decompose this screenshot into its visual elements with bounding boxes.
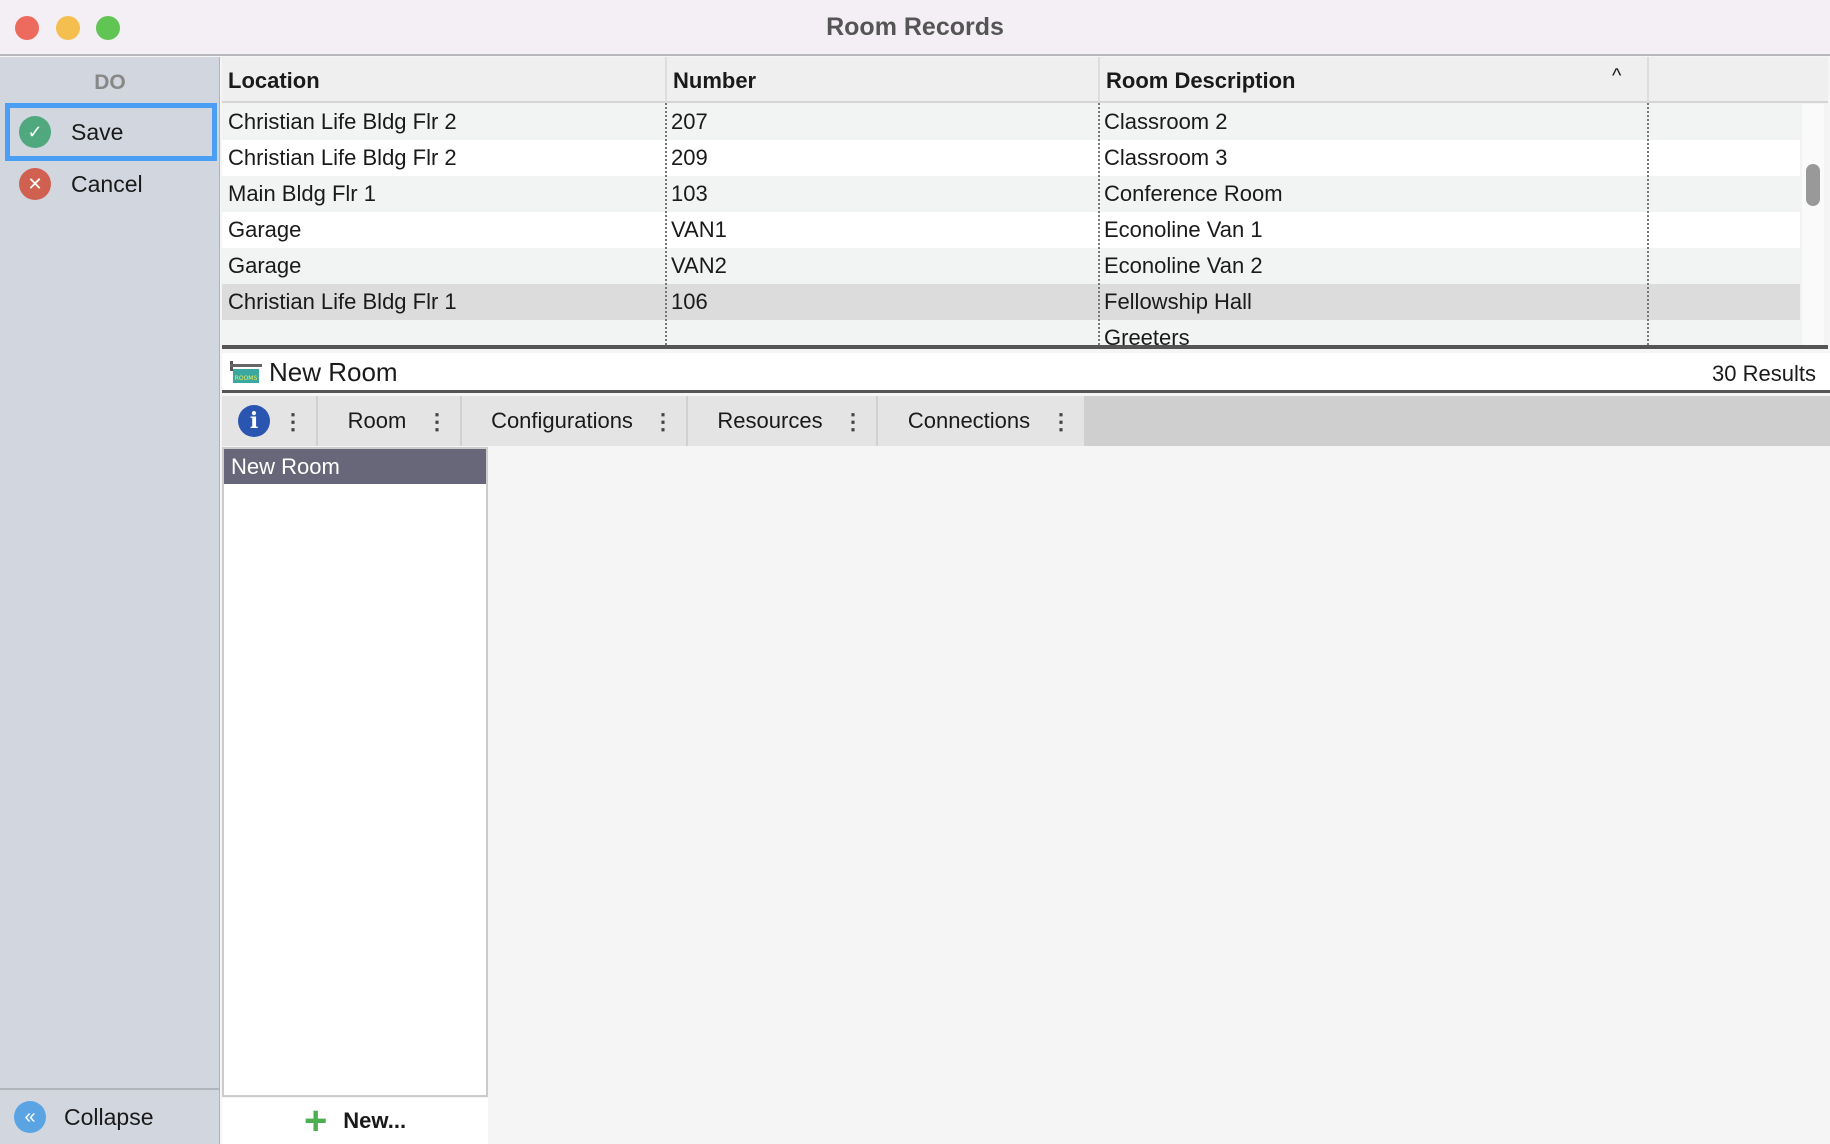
record-title-bar: ROOMS New Room 30 Results [222, 353, 1830, 393]
column-header-room-description[interactable]: Room Description [1098, 57, 1647, 103]
tab-label: Configurations [491, 408, 633, 433]
table-cell: Christian Life Bldg Flr 2 [228, 109, 457, 134]
cancel-label: Cancel [71, 170, 143, 197]
table-cell: Garage [228, 253, 302, 278]
tab-resources[interactable]: Resources ⋮ [688, 396, 878, 446]
double-chevron-left-icon: « [14, 1101, 46, 1133]
kebab-menu-icon[interactable]: ⋮ [842, 409, 864, 434]
records-table: Location Number Room Description ^ Chris… [222, 57, 1828, 349]
table-cell: 207 [671, 109, 708, 134]
table-row[interactable]: Christian Life Bldg Flr 2 207 Classroom 2 [222, 104, 1800, 140]
table-cell [222, 320, 228, 345]
kebab-menu-icon[interactable]: ⋮ [282, 409, 304, 434]
kebab-menu-icon[interactable]: ⋮ [1050, 409, 1072, 434]
table-cell: VAN1 [671, 217, 727, 242]
table-cell: Christian Life Bldg Flr 2 [228, 145, 457, 170]
column-header-number[interactable]: Number [665, 57, 1098, 103]
plus-icon: + [303, 1099, 328, 1143]
tab-connections[interactable]: Connections ⋮ [878, 396, 1084, 446]
table-row[interactable]: Christian Life Bldg Flr 1 106 Fellowship H… [222, 284, 1800, 320]
table-cell: 209 [671, 145, 708, 170]
column-header-location[interactable]: Location [228, 68, 320, 93]
table-cell: Greeters [1104, 325, 1190, 349]
save-button[interactable]: ✓ Save [5, 103, 217, 161]
cancel-button[interactable]: ✕ Cancel [5, 155, 217, 213]
table-cell: Classroom 2 [1104, 109, 1228, 134]
table-cell: 106 [671, 289, 708, 314]
table-cell: Fellowship Hall [1104, 289, 1252, 314]
collapse-label: Collapse [64, 1103, 154, 1130]
info-icon: i [238, 405, 270, 437]
table-row[interactable]: Garage VAN2 Econoline Van 2 [222, 248, 1800, 284]
window-title: Room Records [826, 13, 1004, 41]
table-cell: VAN2 [671, 253, 727, 278]
sidebar: DO ✓ Save ✕ Cancel « Collapse [0, 57, 220, 1144]
sidebar-section-label: DO [94, 71, 126, 94]
record-list: New Room [222, 447, 488, 1097]
table-cell: 103 [671, 181, 708, 206]
table-cell: Econoline Van 2 [1104, 253, 1263, 278]
table-cell: Christian Life Bldg Flr 1 [228, 289, 457, 314]
x-icon: ✕ [19, 168, 51, 200]
minimize-window-button[interactable] [56, 16, 80, 40]
kebab-menu-icon[interactable]: ⋮ [426, 409, 448, 434]
list-item-new-room[interactable]: New Room [224, 449, 486, 484]
svg-text:ROOMS: ROOMS [235, 375, 258, 382]
rooms-sign-icon: ROOMS [230, 361, 262, 383]
new-button[interactable]: + New... [222, 1098, 488, 1144]
kebab-menu-icon[interactable]: ⋮ [652, 409, 674, 434]
zoom-window-button[interactable] [96, 16, 120, 40]
tab-room[interactable]: Room ⋮ [318, 396, 462, 446]
close-window-button[interactable] [15, 16, 39, 40]
table-row[interactable]: Greeters [222, 320, 1800, 349]
checkmark-icon: ✓ [19, 116, 51, 148]
column-header-extra[interactable] [1647, 57, 1825, 103]
table-cell: Econoline Van 1 [1104, 217, 1263, 242]
tab-label: Resources [717, 408, 823, 433]
table-row[interactable]: Garage VAN1 Econoline Van 1 [222, 212, 1800, 248]
collapse-button[interactable]: « Collapse [0, 1088, 220, 1144]
title-bar: Room Records [0, 0, 1830, 56]
tab-configurations[interactable]: Configurations ⋮ [462, 396, 688, 446]
table-cell: Classroom 3 [1104, 145, 1228, 170]
tab-label: Room [347, 408, 407, 433]
tab-bar: i ⋮ Room ⋮ Configurations ⋮ Resources ⋮ Con… [222, 396, 1830, 446]
table-cell: Garage [228, 217, 302, 242]
table-cell: Conference Room [1104, 181, 1283, 206]
table-header: Location Number Room Description ^ [222, 57, 1828, 103]
column-divider [1647, 103, 1649, 345]
new-label: New... [343, 1108, 407, 1133]
save-label: Save [71, 118, 124, 145]
record-title: New Room [269, 357, 398, 387]
vertical-scrollbar[interactable] [1802, 104, 1824, 345]
scrollbar-thumb[interactable] [1806, 164, 1820, 206]
table-cell: Main Bldg Flr 1 [228, 181, 376, 206]
tab-info[interactable]: i ⋮ [222, 396, 318, 446]
sort-ascending-icon: ^ [1612, 65, 1622, 87]
tab-label: Connections [907, 408, 1031, 433]
table-row[interactable]: Main Bldg Flr 1 103 Conference Room [222, 176, 1800, 212]
column-divider [665, 103, 667, 345]
column-divider [1098, 103, 1100, 345]
results-count: 30 Results [1712, 361, 1816, 386]
table-row[interactable]: Christian Life Bldg Flr 2 209 Classroom 3 [222, 140, 1800, 176]
